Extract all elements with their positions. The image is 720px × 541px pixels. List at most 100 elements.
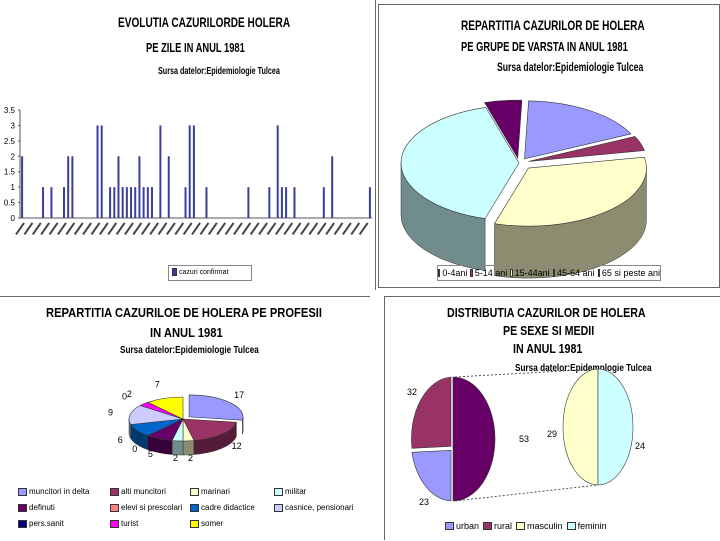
y-tick-label: 3 bbox=[11, 121, 16, 130]
prof-data-label: 7 bbox=[155, 379, 160, 389]
prof-data-label: 0 bbox=[132, 444, 137, 454]
slice-prof-1 bbox=[182, 418, 237, 441]
age-groups-pie-chart bbox=[400, 99, 647, 279]
label-masculin: 29 bbox=[547, 429, 557, 439]
bar bbox=[50, 187, 53, 218]
legend-age-0-4: 0-4ani bbox=[442, 268, 468, 278]
bar bbox=[268, 187, 271, 218]
x-tick-label bbox=[325, 222, 335, 235]
slice-prof-10 bbox=[147, 396, 184, 420]
x-tick-label bbox=[224, 222, 235, 235]
bar bbox=[247, 187, 250, 218]
slice-65-peste bbox=[484, 99, 523, 160]
legend-prof-3: militar bbox=[274, 487, 306, 496]
x-tick-label bbox=[149, 222, 159, 235]
x-tick-label bbox=[132, 222, 143, 235]
bar bbox=[192, 125, 195, 218]
legend-swatch bbox=[172, 268, 177, 276]
legend-prof-7: casnice, pensionari bbox=[274, 503, 353, 512]
panel-age-groups: REPARTITIA CAZURILOR DE HOLERA PE GRUPE … bbox=[378, 4, 720, 288]
legend-age-65: 65 si peste ani bbox=[601, 268, 660, 278]
slice-45-64ani bbox=[400, 107, 520, 219]
chart1-legend: cazuri confirmat bbox=[172, 268, 228, 276]
x-tick-label bbox=[291, 222, 302, 235]
legend-swatch-0-4 bbox=[438, 269, 441, 277]
legend-swatch-rural bbox=[483, 522, 493, 530]
x-tick-label bbox=[174, 222, 185, 235]
bar bbox=[151, 187, 153, 218]
chart1-subtitle: PE ZILE IN ANUL 1981 bbox=[146, 40, 245, 55]
panel-border-right bbox=[375, 0, 376, 290]
slice-rural bbox=[411, 376, 452, 449]
x-tick-label bbox=[73, 222, 84, 235]
slice-5-14ani bbox=[528, 136, 645, 162]
daily-cases-bar-chart: 0 0.5 1 1.5 2 2.5 3 3.5 bbox=[4, 106, 372, 235]
y-tick-label: 0 bbox=[11, 214, 16, 223]
prof-data-label: 5 bbox=[148, 449, 153, 459]
legend-swatch-masculin bbox=[516, 522, 526, 530]
bar bbox=[159, 125, 162, 218]
x-tick-label bbox=[207, 222, 218, 235]
slice-urban bbox=[411, 449, 452, 502]
legend-urban: urban bbox=[456, 521, 480, 531]
legend-swatch-15-44 bbox=[510, 269, 513, 277]
bar bbox=[109, 187, 112, 218]
bar bbox=[117, 156, 120, 218]
legend-prof-8: pers.sanit bbox=[18, 519, 64, 528]
x-tick-label bbox=[99, 222, 109, 235]
bar bbox=[21, 156, 24, 218]
x-tick-label bbox=[90, 222, 101, 235]
x-tick-label bbox=[316, 222, 327, 235]
prof-data-label: 2 bbox=[188, 453, 193, 463]
chart3-subtitle: IN ANUL 1981 bbox=[150, 325, 223, 340]
chart1-source: Sursa datelor:Epidemiologie Tulcea bbox=[158, 66, 280, 77]
bar bbox=[293, 187, 296, 218]
x-tick-label bbox=[233, 222, 243, 235]
x-tick-label bbox=[249, 222, 260, 235]
bar bbox=[67, 156, 70, 218]
bar bbox=[322, 187, 325, 218]
x-tick-label bbox=[82, 222, 92, 235]
bar bbox=[280, 187, 283, 218]
bar bbox=[134, 187, 137, 218]
chart1-legend-box bbox=[168, 265, 252, 281]
legend-swatch-45-64 bbox=[552, 269, 556, 277]
connector-top bbox=[454, 368, 599, 378]
label-feminin: 24 bbox=[635, 441, 645, 451]
panel-daily-cases: EVOLUTIA CAZURILORDE HOLERA PE ZILE IN A… bbox=[0, 0, 378, 290]
prof-data-label: 9 bbox=[108, 407, 113, 417]
x-tick-label bbox=[48, 222, 59, 235]
prof-data-label: 6 bbox=[118, 435, 123, 445]
x-tick-label bbox=[65, 222, 76, 235]
slice-total bbox=[452, 376, 496, 502]
chart2-legend: 0-4ani 5-14 ani 15-44ani 45-64 ani 65 si… bbox=[437, 265, 661, 281]
x-tick-label bbox=[40, 222, 51, 235]
label-urban: 23 bbox=[419, 497, 429, 507]
bar bbox=[331, 156, 334, 218]
legend-prof-10: somer bbox=[190, 519, 223, 528]
prof-data-label: 2 bbox=[127, 389, 132, 399]
chart4-source: Sursa datelor:Epidemplogie Tulcea bbox=[515, 363, 652, 374]
x-tick-label bbox=[124, 222, 134, 235]
y-tick-label: 1.5 bbox=[4, 168, 16, 177]
legend-swatch-5-14 bbox=[470, 269, 473, 277]
panel-professions: REPARTITIA CAZURILOE DE HOLERA PE PROFES… bbox=[0, 296, 370, 541]
x-tick-label bbox=[23, 222, 34, 235]
x-tick-label bbox=[300, 222, 310, 235]
bar bbox=[113, 187, 116, 218]
legend-swatch-feminin bbox=[566, 522, 576, 530]
chart2-title: REPARTITIA CAZURILOR DE HOLERA bbox=[461, 17, 645, 33]
bar bbox=[63, 187, 65, 218]
bar bbox=[138, 156, 141, 218]
chart2-source: Sursa datelor:Epidemiologie Tulcea bbox=[497, 60, 644, 74]
bar bbox=[276, 125, 279, 218]
slice-15-44ani bbox=[494, 156, 647, 227]
bar bbox=[184, 187, 187, 218]
bar bbox=[121, 187, 124, 218]
y-tick-label: 0.5 bbox=[4, 199, 16, 208]
x-tick-label bbox=[191, 222, 201, 235]
x-tick-label bbox=[182, 222, 193, 235]
chart4-subtitle: PE SEXE SI MEDII bbox=[503, 323, 595, 338]
legend-rural: rural bbox=[494, 521, 513, 531]
prof-data-label: 17 bbox=[234, 390, 244, 400]
